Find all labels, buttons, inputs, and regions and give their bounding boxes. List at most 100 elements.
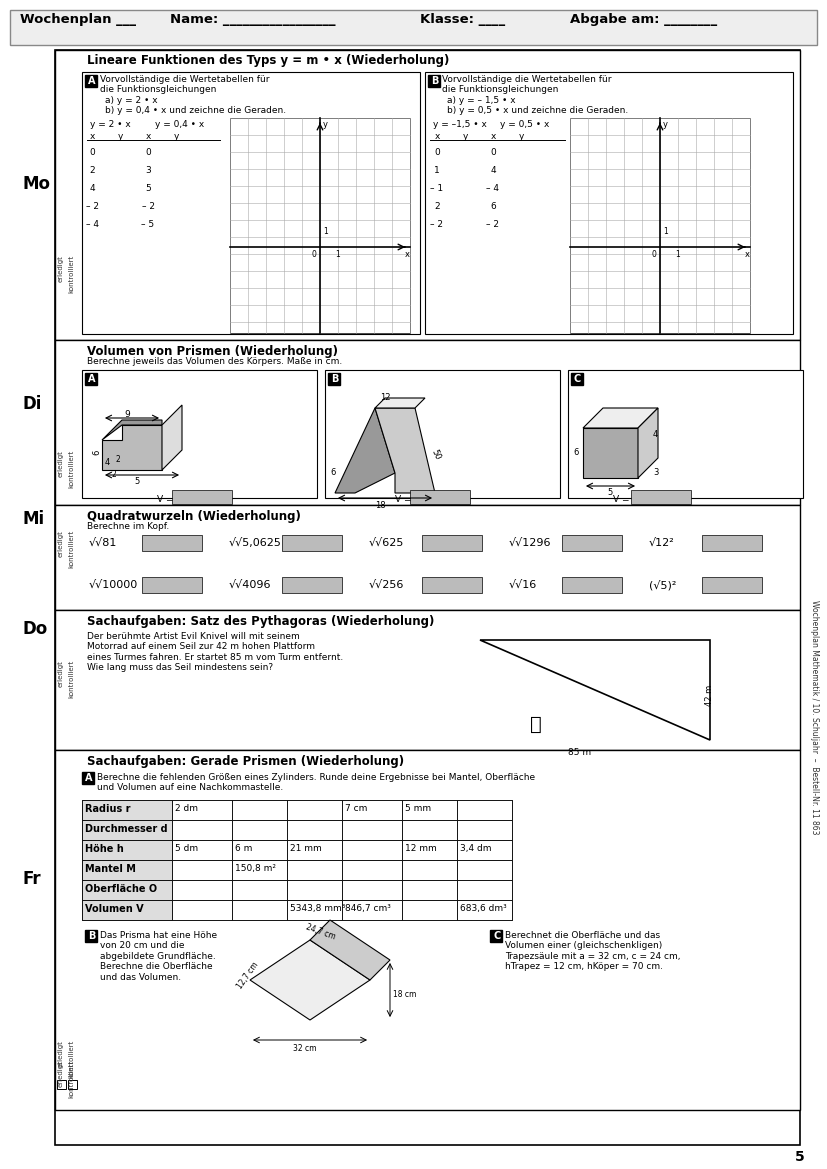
Bar xyxy=(287,880,342,900)
Text: y = 0,5 • x: y = 0,5 • x xyxy=(500,120,549,129)
Polygon shape xyxy=(310,920,390,980)
Text: A: A xyxy=(85,773,93,783)
Text: 12: 12 xyxy=(380,393,390,402)
Text: erledigt: erledigt xyxy=(58,1060,64,1087)
Text: a) y = 2 • x: a) y = 2 • x xyxy=(105,96,158,105)
Polygon shape xyxy=(375,397,425,408)
Bar xyxy=(172,880,232,900)
Text: kontrolliert: kontrolliert xyxy=(68,660,74,698)
Bar xyxy=(287,900,342,920)
Bar xyxy=(232,860,287,880)
Text: kontrolliert: kontrolliert xyxy=(68,1060,74,1098)
Text: 32 cm: 32 cm xyxy=(294,1044,317,1053)
Bar xyxy=(232,841,287,860)
Text: – 2: – 2 xyxy=(141,202,155,210)
Text: 12 mm: 12 mm xyxy=(405,844,437,853)
Bar xyxy=(82,880,512,900)
Text: Berechne im Kopf.: Berechne im Kopf. xyxy=(87,523,170,531)
Bar xyxy=(402,900,457,920)
Bar xyxy=(68,470,77,479)
Text: √√16: √√16 xyxy=(509,580,538,590)
Bar xyxy=(428,75,440,87)
Text: erledigt: erledigt xyxy=(58,530,64,556)
Text: 12,7 cm: 12,7 cm xyxy=(235,960,260,990)
Text: 1: 1 xyxy=(663,227,667,236)
Text: 846,7 cm³: 846,7 cm³ xyxy=(345,904,391,913)
Text: 5343,8 mm³: 5343,8 mm³ xyxy=(290,904,346,913)
Bar xyxy=(425,72,793,334)
Text: C: C xyxy=(493,931,500,941)
Bar xyxy=(631,490,691,504)
Text: Berechnet die Oberfläche und das
Volumen einer (gleichschenkligen)
Trapezsäule m: Berechnet die Oberfläche und das Volumen… xyxy=(505,931,681,971)
Text: B: B xyxy=(88,931,95,941)
Text: y: y xyxy=(117,132,122,141)
Text: y = 0,4 • x: y = 0,4 • x xyxy=(155,120,204,129)
Bar xyxy=(82,800,172,819)
Text: 5: 5 xyxy=(795,1150,805,1164)
Text: Mantel M: Mantel M xyxy=(85,864,136,874)
Bar xyxy=(287,841,342,860)
Polygon shape xyxy=(102,420,162,440)
Text: 0: 0 xyxy=(652,250,657,260)
Text: – 5: – 5 xyxy=(141,220,155,229)
Text: x: x xyxy=(89,132,94,141)
Text: – 4: – 4 xyxy=(486,184,500,193)
Bar xyxy=(142,577,202,593)
Bar xyxy=(82,819,512,841)
Text: 2: 2 xyxy=(434,202,440,210)
Text: Klasse: ____: Klasse: ____ xyxy=(420,13,505,26)
Text: 5: 5 xyxy=(134,477,140,486)
Bar xyxy=(571,373,583,385)
Bar xyxy=(172,490,232,504)
Text: kontrolliert: kontrolliert xyxy=(68,530,74,568)
Bar xyxy=(568,371,803,498)
Text: Do: Do xyxy=(22,620,47,638)
Bar xyxy=(232,800,287,819)
Bar xyxy=(342,860,402,880)
Bar xyxy=(172,819,232,841)
Text: √√256: √√256 xyxy=(369,580,404,590)
Text: √√5,0625: √√5,0625 xyxy=(229,538,282,548)
Text: x: x xyxy=(745,250,750,260)
Text: √√1296: √√1296 xyxy=(509,538,552,548)
Bar xyxy=(68,275,77,284)
Text: 4: 4 xyxy=(105,458,110,466)
Text: 3: 3 xyxy=(653,468,658,477)
Bar xyxy=(402,860,457,880)
Bar xyxy=(57,549,66,559)
Text: 0: 0 xyxy=(490,148,496,157)
Bar xyxy=(232,819,287,841)
Text: y: y xyxy=(323,120,328,129)
Bar xyxy=(10,11,817,44)
Bar xyxy=(85,931,97,942)
Bar xyxy=(702,577,762,593)
Bar xyxy=(68,680,77,689)
Bar xyxy=(82,800,512,819)
Text: kontrolliert: kontrolliert xyxy=(68,255,74,293)
Text: Mi: Mi xyxy=(22,510,44,528)
Text: y: y xyxy=(462,132,468,141)
Polygon shape xyxy=(102,426,162,470)
Text: Di: Di xyxy=(22,395,41,413)
Polygon shape xyxy=(638,408,658,478)
Text: 21 mm: 21 mm xyxy=(290,844,322,853)
Bar xyxy=(325,371,560,498)
Text: Das Prisma hat eine Höhe
von 20 cm und die
abgebildete Grundfläche.
Berechne die: Das Prisma hat eine Höhe von 20 cm und d… xyxy=(100,931,218,982)
Bar xyxy=(82,880,172,900)
Text: y: y xyxy=(519,132,523,141)
Text: Abgabe am: ________: Abgabe am: ________ xyxy=(570,13,717,26)
Bar xyxy=(570,118,750,333)
Bar xyxy=(562,535,622,551)
Bar xyxy=(457,900,512,920)
Text: 1: 1 xyxy=(335,250,340,260)
Text: – 2: – 2 xyxy=(486,220,500,229)
Text: (√5)²: (√5)² xyxy=(649,580,676,590)
Text: Wochenplan Mathematik / 10. Schuljahr  –  Bestell-Nr. 11 863: Wochenplan Mathematik / 10. Schuljahr – … xyxy=(810,600,820,835)
Bar xyxy=(402,819,457,841)
Bar xyxy=(282,535,342,551)
Text: B: B xyxy=(431,76,438,87)
Text: Name: _________________: Name: _________________ xyxy=(170,13,336,26)
Text: Lineare Funktionen des Typs y = m • x (Wiederholung): Lineare Funktionen des Typs y = m • x (W… xyxy=(87,54,449,67)
Text: erledigt: erledigt xyxy=(58,450,64,477)
Bar xyxy=(342,800,402,819)
